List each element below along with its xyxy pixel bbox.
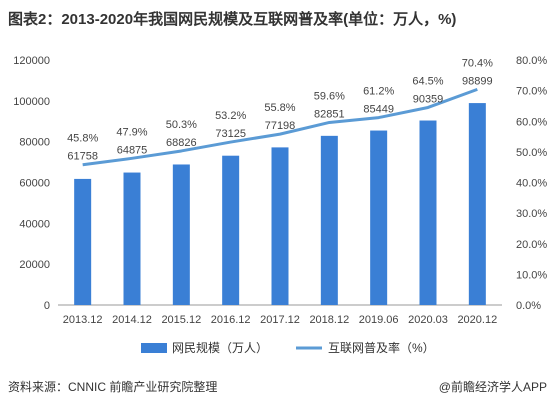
- data-labels: 45.8% 47.9% 50.3% 53.2% 55.8% 59.6% 61.2% 64.5%…: [67, 57, 493, 162]
- bar: [123, 172, 141, 305]
- legend: 网民规模（万人） 互联网普及率（%）: [141, 340, 435, 355]
- rate-line: [82, 87, 478, 167]
- bar-data-label: 64875: [117, 144, 148, 156]
- x-tick-label: 2018.12: [309, 314, 349, 326]
- y-right-tick-label: 20.0%: [516, 239, 547, 251]
- rate-data-label: 55.8%: [264, 102, 295, 114]
- x-tick-label: 2016.12: [211, 314, 251, 326]
- bar: [172, 164, 190, 305]
- legend-line-label: 互联网普及率（%）: [328, 340, 435, 355]
- rate-data-label: 70.4%: [462, 57, 493, 69]
- y-right-tick-label: 10.0%: [516, 269, 547, 281]
- x-tick-label: 2015.12: [161, 314, 201, 326]
- x-tick-label: 2020.03: [408, 314, 448, 326]
- bar: [468, 103, 486, 305]
- y-right-tick-label: 50.0%: [516, 147, 547, 159]
- bar-data-label: 77198: [265, 120, 296, 132]
- rate-data-label: 50.3%: [166, 119, 197, 131]
- y-left-tick-label: 80000: [19, 137, 50, 149]
- y-right-tick-label: 80.0%: [516, 55, 547, 67]
- x-tick-label: 2013.12: [63, 314, 103, 326]
- y-right-tick-label: 30.0%: [516, 208, 547, 220]
- y-left-tick-label: 40000: [19, 218, 50, 230]
- bar-data-label: 61758: [67, 151, 98, 163]
- bar: [271, 147, 289, 305]
- bar-data-label: 85449: [363, 104, 394, 116]
- chart-title: 图表2：2013-2020年我国网民规模及互联网普及率(单位：万人，%): [8, 11, 457, 28]
- legend-bar-swatch: [141, 343, 167, 353]
- y-left-tick-label: 100000: [13, 96, 50, 108]
- x-tick-label: 2019.06: [359, 314, 399, 326]
- y-right-tick-label: 0.0%: [516, 300, 541, 312]
- bar: [370, 130, 388, 305]
- brand-credit: @前瞻经济学人APP: [438, 380, 547, 394]
- bar-data-label: 98899: [462, 75, 493, 87]
- rate-data-label: 47.9%: [116, 126, 147, 138]
- y-left-tick-label: 20000: [19, 259, 50, 271]
- bar-data-label: 68826: [166, 137, 197, 149]
- rate-data-label: 61.2%: [363, 86, 394, 98]
- x-tick-label: 2017.12: [260, 314, 300, 326]
- y-left-tick-label: 0: [44, 300, 50, 312]
- x-tick-label: 2020.12: [457, 314, 497, 326]
- rate-data-label: 64.5%: [412, 75, 443, 87]
- x-tick-label: 2014.12: [112, 314, 152, 326]
- y-right-tick-label: 70.0%: [516, 86, 547, 98]
- bars: [74, 103, 486, 305]
- bar: [222, 155, 240, 305]
- bar-data-label: 73125: [215, 128, 246, 140]
- rate-data-label: 45.8%: [67, 133, 98, 145]
- bar-data-label: 82851: [314, 108, 345, 120]
- bar-data-label: 90359: [413, 93, 444, 105]
- source-note: 资料来源：CNNIC 前瞻产业研究院整理: [8, 380, 218, 394]
- line-series: [82, 87, 478, 167]
- legend-bar-label: 网民规模（万人）: [172, 340, 268, 355]
- y-right-tick-label: 40.0%: [516, 178, 547, 190]
- axes: 0 20000 40000 60000 80000 100000 120000 0.0% 10.…: [13, 55, 547, 326]
- y-right-tick-label: 60.0%: [516, 116, 547, 128]
- bar: [320, 135, 338, 305]
- rate-data-label: 59.6%: [314, 90, 345, 102]
- bar: [74, 178, 92, 305]
- rate-data-label: 53.2%: [215, 110, 246, 122]
- bar: [419, 120, 437, 305]
- y-left-tick-label: 120000: [13, 55, 50, 67]
- y-left-tick-label: 60000: [19, 178, 50, 190]
